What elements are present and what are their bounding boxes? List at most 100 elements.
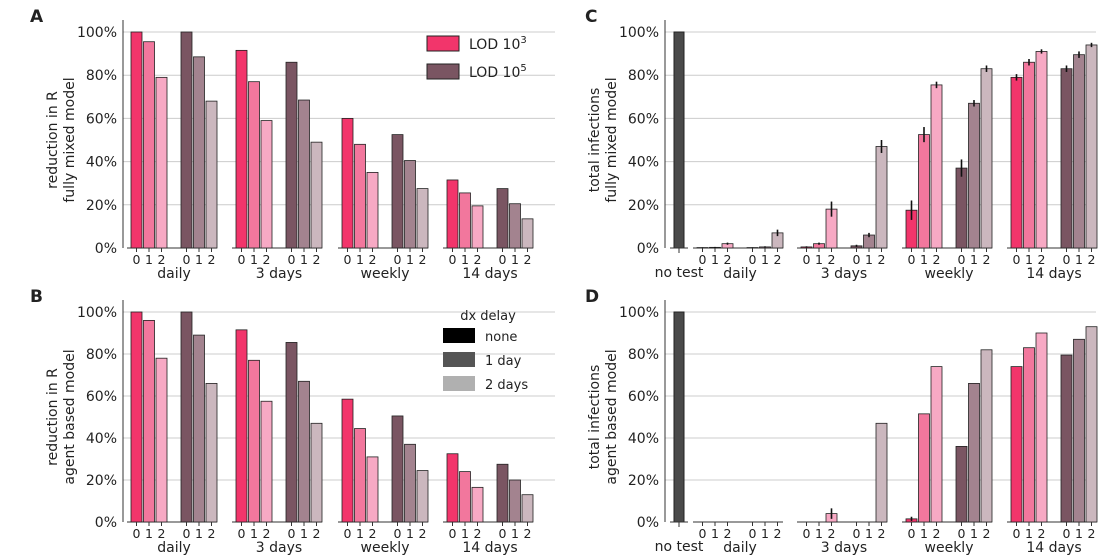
legend-label-delay: 2 days [485, 378, 528, 393]
legend-title-delay: dx delay [460, 309, 516, 324]
delay-tick-label: 2 [419, 252, 427, 267]
legend-swatch-delay [443, 328, 475, 343]
y-axis-label-line: agent based model [604, 349, 620, 484]
y-tick-label: 20% [86, 473, 117, 489]
delay-tick-label: 0 [449, 526, 457, 541]
bar-lod5 [285, 61, 298, 249]
delay-tick-label: 1 [1025, 252, 1033, 267]
bar-lod3 [235, 49, 248, 249]
delay-tick-label: 0 [958, 526, 966, 541]
delay-tick-label: 2 [828, 526, 836, 541]
legend-swatch-lod [426, 35, 460, 52]
bar-lod5 [509, 479, 521, 523]
bar-lod5 [496, 188, 509, 249]
delay-tick-label: 2 [724, 252, 732, 267]
bar-lod5 [205, 100, 218, 249]
y-tick-label: 20% [86, 198, 117, 214]
delay-tick-label: 2 [774, 252, 782, 267]
delay-tick-label: 2 [208, 252, 216, 267]
bar-lod5 [1085, 326, 1098, 523]
bar-lod5 [875, 146, 888, 249]
delay-tick-label: 1 [356, 252, 364, 267]
bar-lod3 [130, 31, 143, 249]
delay-tick-label: 0 [183, 526, 191, 541]
delay-tick-label: 0 [238, 252, 246, 267]
delay-tick-label: 2 [474, 252, 482, 267]
panel-letter: B [30, 287, 43, 307]
y-axis-label: total infectionsfully mixed model [587, 77, 620, 202]
bar-lod5 [968, 102, 980, 249]
bar-lod3 [341, 118, 354, 249]
delay-tick-label: 1 [815, 252, 823, 267]
delay-tick-label: 0 [699, 526, 707, 541]
bar-lod5 [285, 342, 298, 523]
delay-tick-label: 0 [803, 252, 811, 267]
x-category-label: daily [157, 540, 191, 555]
bar-lod3 [1035, 332, 1048, 523]
delay-tick-label: 1 [511, 526, 519, 541]
delay-tick-label: 0 [1063, 252, 1071, 267]
delay-tick-label: 1 [300, 252, 308, 267]
delay-tick-label: 2 [419, 526, 427, 541]
bar-lod3 [248, 359, 260, 523]
delay-tick-label: 2 [1038, 526, 1046, 541]
delay-tick-label: 1 [865, 526, 873, 541]
x-category-label: weekly [925, 266, 974, 282]
panel-b: B 0% 20% 40% 60% 80% 100% reduction in Ragent b… [30, 287, 555, 555]
x-category-label: 3 days [821, 540, 867, 555]
delay-tick-label: 0 [749, 252, 757, 267]
x-category-label: 3 days [256, 540, 302, 555]
panel-a: A 0% 20% 40% 60% 80% 100% reduction in Rfully m… [30, 7, 555, 282]
legend-label-lod: LOD 105 [469, 63, 527, 81]
delay-tick-label: 0 [699, 252, 707, 267]
x-category-label: 14 days [462, 540, 517, 555]
delay-tick-label: 0 [1013, 526, 1021, 541]
bar-lod5 [1060, 68, 1073, 249]
delay-tick-label: 2 [474, 526, 482, 541]
x-category-label: 3 days [821, 266, 867, 282]
bar-lod5 [980, 68, 993, 249]
delay-tick-label: 0 [394, 526, 402, 541]
x-category-label: weekly [361, 266, 410, 282]
bar-lod3 [930, 84, 943, 249]
y-tick-label: 0% [95, 241, 117, 257]
delay-tick-label: 1 [511, 252, 519, 267]
bar-lod3 [446, 179, 459, 249]
delay-tick-label: 2 [263, 526, 271, 541]
legend-label-text: LOD 10 [469, 37, 520, 53]
bar-lod5 [509, 203, 521, 249]
bar-lod3 [459, 471, 471, 523]
legend-swatch-lod [426, 63, 460, 80]
y-axis-label: total infectionsagent based model [587, 349, 620, 484]
legend-swatch-delay [443, 352, 475, 367]
bar-lod3 [366, 171, 379, 249]
delay-tick-label: 2 [724, 526, 732, 541]
y-tick-label: 60% [628, 111, 659, 127]
bar-lod3 [354, 428, 366, 523]
bar-lod3 [1023, 347, 1035, 523]
bar-lod3 [1023, 61, 1035, 249]
y-axis-label-line: fully mixed model [62, 77, 78, 202]
x-category-label: daily [723, 540, 757, 555]
bar-lod5 [391, 134, 404, 249]
bar-lod3 [459, 192, 471, 249]
delay-tick-label: 2 [878, 252, 886, 267]
bar-lod5 [180, 31, 193, 249]
y-tick-label: 60% [86, 389, 117, 405]
bar-lod3 [918, 413, 930, 523]
bar-lod3 [260, 120, 273, 249]
delay-tick-label: 1 [1075, 252, 1083, 267]
bar-lod3 [918, 134, 930, 249]
delay-tick-label: 1 [711, 252, 719, 267]
delay-tick-label: 1 [1075, 526, 1083, 541]
x-category-label: weekly [361, 540, 410, 555]
delay-tick-label: 1 [920, 526, 928, 541]
y-tick-label: 100% [77, 25, 117, 41]
delay-tick-label: 2 [1088, 526, 1096, 541]
delay-tick-label: 1 [970, 252, 978, 267]
bar-lod3 [471, 205, 484, 249]
x-category-label: 3 days [256, 266, 302, 282]
delay-tick-label: 0 [499, 526, 507, 541]
legend-label-exponent: 3 [520, 35, 526, 46]
